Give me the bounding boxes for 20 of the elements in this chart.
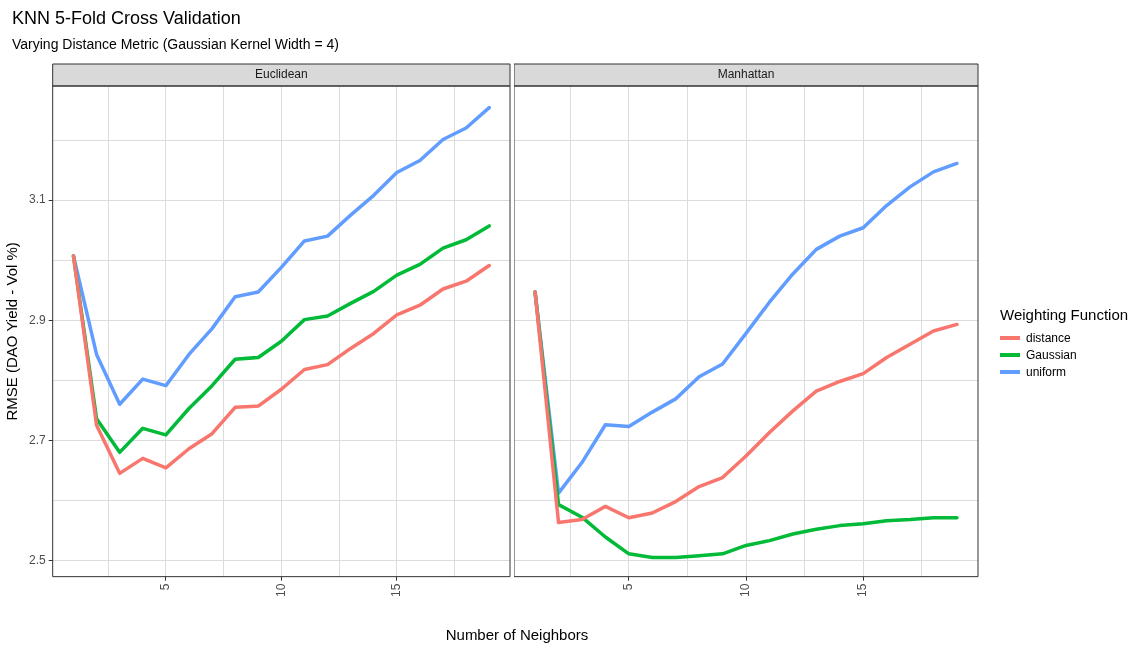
x-tick-label: 5: [158, 583, 173, 591]
x-tick-label: 15: [389, 583, 404, 598]
y-axis-title: RMSE (DAO Yield - Vol %): [3, 242, 21, 421]
x-tick-label: 5: [621, 583, 636, 591]
legend-title: Weighting Function: [1000, 306, 1129, 323]
y-tick-label: 2.7: [28, 432, 46, 447]
y-tick-label: 2.9: [28, 312, 46, 327]
text: Varying Distance Metric (Gaussian Kernel Width = 4): [12, 36, 339, 52]
x-tick-label: 15: [855, 583, 870, 598]
legend-label: distance: [1026, 330, 1071, 345]
y-tick-label: 2.5: [28, 552, 46, 567]
legend-label: uniform: [1026, 364, 1067, 379]
x-axis-title: Number of Neighbors: [444, 626, 590, 643]
text: KNN 5-Fold Cross Validation: [12, 8, 241, 29]
x-tick-label: 10: [273, 583, 288, 598]
x-tick-label: 10: [738, 583, 753, 598]
chart-title: Manhattan: [717, 67, 775, 82]
y-tick-label: 3.1: [28, 192, 46, 207]
legend-label: Gaussian: [1026, 347, 1077, 362]
chart-title: Euclidean: [254, 67, 308, 82]
